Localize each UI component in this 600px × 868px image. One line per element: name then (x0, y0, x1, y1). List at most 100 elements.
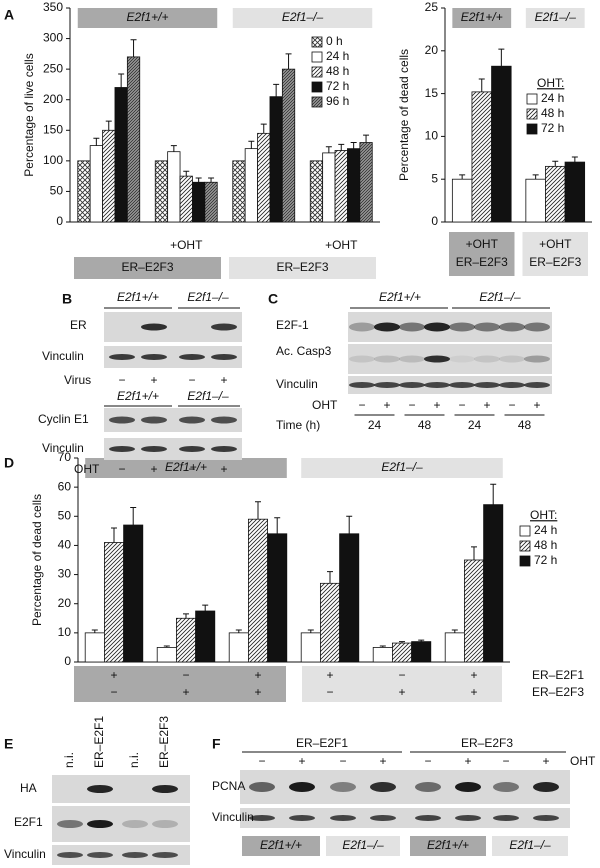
y-tick-label: 20 (58, 596, 72, 610)
sign: − (118, 373, 125, 387)
y-axis-label: Percentage of dead cells (30, 494, 44, 626)
bar (491, 65, 512, 223)
blot-band (474, 355, 500, 363)
bar (167, 151, 181, 223)
bar (156, 647, 177, 663)
blot-band (141, 354, 167, 360)
blot-band (289, 782, 315, 792)
blot-band (374, 322, 400, 332)
legend-swatch (311, 51, 323, 63)
blot-band (109, 354, 135, 360)
y-tick-label: 10 (58, 625, 72, 639)
bar (391, 642, 412, 663)
blot-band (152, 785, 178, 793)
legend-swatch (311, 96, 323, 108)
genotype-box (410, 836, 486, 856)
blot-band (499, 355, 525, 363)
error-bar (399, 641, 405, 644)
bar (175, 617, 196, 663)
time-label: Time (h) (276, 418, 320, 432)
row-label: Vinculin (4, 847, 46, 861)
group-header (232, 8, 373, 28)
bar (334, 150, 348, 223)
group-label: E2f1+/+ (165, 460, 207, 474)
construct-box (229, 257, 376, 279)
y-tick-label: 30 (58, 567, 72, 581)
blot-band (399, 382, 425, 388)
blot-band (399, 322, 425, 332)
bar (228, 632, 249, 663)
blot-band (370, 782, 396, 792)
y-tick-label: 0 (64, 654, 71, 668)
legend-label: 0 h (326, 34, 343, 48)
y-tick-label: 25 (425, 0, 439, 14)
legend-label: 72 h (534, 553, 557, 567)
blot-band (399, 355, 425, 363)
error-bar (183, 613, 189, 619)
blot-band (415, 815, 441, 821)
error-bar (307, 629, 314, 633)
blot-band (374, 382, 400, 388)
blot-band (249, 815, 275, 821)
group-header (525, 8, 585, 28)
error-bar (111, 527, 117, 543)
lane-label: n.i. (127, 752, 141, 768)
treatment-label: OHT (74, 462, 100, 476)
error-bar (93, 137, 100, 146)
row-label: Vinculin (276, 377, 318, 391)
row-name: ER–E2F1 (532, 668, 584, 682)
blot-band (87, 820, 113, 828)
bar (77, 160, 91, 223)
bar (319, 582, 340, 663)
x-tick-label: +OHT (466, 237, 499, 251)
legend-swatch (526, 93, 538, 105)
bar (123, 524, 144, 663)
blot-band (141, 446, 167, 452)
error-bar (274, 517, 281, 534)
blot-band (449, 355, 475, 363)
sign: − (508, 398, 515, 412)
error-bar (552, 160, 559, 167)
blot-band (415, 782, 441, 792)
error-bar (170, 145, 177, 152)
error-bar (183, 170, 190, 177)
error-bar (327, 571, 333, 584)
sign: + (433, 398, 440, 412)
y-tick-label: 40 (58, 538, 72, 552)
genotype-label: E2f1+/+ (427, 838, 469, 852)
row-mark: + (470, 668, 477, 682)
y-tick-label: 10 (425, 129, 439, 143)
error-bar (532, 174, 539, 180)
row-mark: − (326, 685, 333, 699)
legend-label: 72 h (541, 121, 564, 135)
legend-swatch (519, 525, 531, 537)
y-tick-label: 0 (56, 214, 63, 228)
group-header (452, 8, 512, 28)
blot-band (424, 322, 450, 332)
legend-label: 48 h (541, 106, 564, 120)
blot-band (493, 815, 519, 821)
error-bar (379, 645, 386, 648)
bar (192, 181, 206, 223)
bar (126, 56, 141, 223)
blot-band (87, 852, 113, 858)
genotype-box (492, 836, 568, 856)
row-label: PCNA (212, 779, 245, 793)
error-bar (471, 546, 477, 560)
sign: − (424, 754, 431, 768)
error-bar (418, 639, 425, 642)
blot-band (141, 323, 167, 331)
bar (471, 91, 492, 223)
lane-label: ER–E2F3 (157, 716, 171, 768)
genotype-label: E2f1+/+ (379, 290, 421, 304)
legend-swatch (311, 81, 323, 93)
error-bar (118, 73, 125, 88)
bar (281, 68, 296, 223)
y-tick-label: 200 (43, 92, 63, 106)
row-label: E2F1 (14, 815, 43, 829)
y-tick-label: 50 (50, 184, 64, 198)
legend-label: 72 h (326, 79, 349, 93)
row-label: ER (70, 318, 87, 332)
blot-band (370, 815, 396, 821)
error-bar (273, 83, 280, 97)
